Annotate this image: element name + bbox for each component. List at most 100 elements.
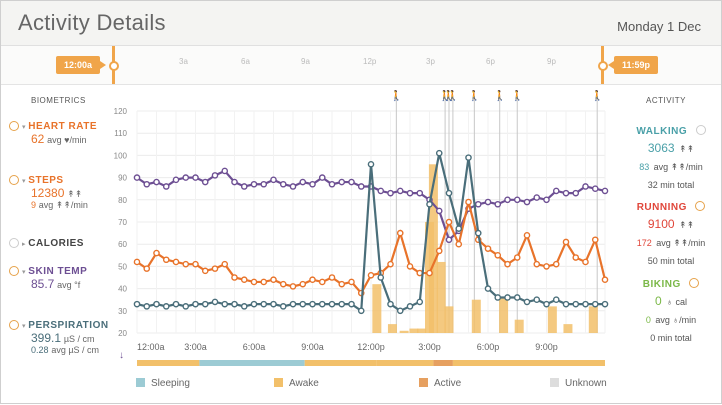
heart_rate-point — [396, 229, 404, 237]
perspiration-toggle-icon[interactable] — [9, 320, 19, 331]
steps-toggle-icon[interactable] — [9, 175, 19, 186]
skin_temp-point — [289, 183, 297, 190]
skin_temp-point — [221, 167, 229, 175]
expand-arrow-icon[interactable]: ▾ — [22, 178, 26, 185]
heart_rate-point — [153, 249, 160, 257]
steps-bar — [547, 306, 557, 333]
perspiration-point — [406, 303, 414, 310]
skin-temp-label: SKIN TEMP — [28, 266, 88, 277]
heart_rate-point — [240, 276, 248, 284]
y-tick-label: 100 — [114, 151, 128, 160]
running-value: 9100 — [647, 217, 675, 231]
range-end-dot[interactable] — [598, 61, 608, 71]
perspiration-point — [201, 300, 209, 308]
skin_temp-point — [543, 196, 550, 204]
skin_temp-point — [562, 189, 570, 197]
heart_rate-point — [328, 274, 336, 281]
walker-icon: 🚶 — [511, 89, 523, 102]
perspiration-point — [582, 300, 589, 308]
walking-toggle-icon[interactable] — [695, 124, 706, 135]
x-tick-label: 9:00a — [301, 342, 324, 352]
expand-arrow-icon[interactable]: ▾ — [22, 124, 26, 131]
skin_temp-point — [523, 198, 531, 206]
running-label: RUNNING — [636, 202, 687, 213]
perspiration-point — [221, 300, 229, 308]
biking-toggle-icon[interactable] — [689, 277, 700, 288]
range-start-handle[interactable]: 12:00a — [56, 56, 107, 74]
steps-metric[interactable]: ▾ STEPS 12380 ↟↟ 9 avg ↟↟/min — [9, 175, 88, 211]
expand-arrow-icon[interactable]: ▸ — [22, 241, 26, 248]
x-tick-label: 12:00a — [137, 342, 165, 352]
perspiration-point — [162, 303, 170, 310]
running-toggle-icon[interactable] — [695, 200, 706, 211]
perspiration-metric[interactable]: ▾ PERSPIRATION 399.1 µS / cm 0.28 avg µS… — [9, 320, 109, 356]
skin_temp-point — [348, 178, 355, 186]
heart_rate-point — [562, 238, 570, 246]
steps-bar — [436, 261, 446, 333]
heart_rate-point — [133, 258, 141, 266]
perspiration-label: PERSPIRATION — [28, 320, 109, 331]
legend-label: Awake — [289, 378, 319, 389]
hour-label: 6a — [241, 57, 250, 66]
heart-rate-metric[interactable]: ▾ HEART RATE 62 avg ♥/min — [9, 121, 97, 146]
heart_rate-point — [582, 258, 589, 266]
perspiration-unit: µS / cm — [63, 334, 95, 344]
walking-value-unit: ↟↟ — [679, 144, 695, 154]
walker-icon: 🚶 — [447, 89, 459, 102]
heart_rate-point — [387, 260, 394, 268]
calories-toggle-icon[interactable] — [9, 238, 19, 249]
skin_temp-point — [357, 183, 365, 190]
skin-temp-metric[interactable]: ▾ SKIN TEMP 85.7 avg °f — [9, 266, 87, 291]
heart-rate-toggle-icon[interactable] — [9, 121, 19, 132]
running-value-unit: ↟↟ — [679, 220, 695, 230]
steps-avg-unit: avg ↟↟/min — [38, 200, 88, 210]
skin_temp-point — [513, 196, 521, 204]
perspiration-point — [338, 300, 346, 308]
calories-metric[interactable]: ▸ CALORIES — [9, 238, 84, 249]
perspiration-point — [260, 300, 268, 308]
hour-label: 9a — [301, 57, 310, 66]
legend-unknown: Unknown — [550, 378, 607, 389]
skin_temp-point — [299, 178, 307, 186]
running-activity[interactable]: RUNNING 9100 ↟↟ 172 avg ↟↟/min 50 min to… — [625, 197, 717, 269]
skin_temp-point — [387, 189, 394, 197]
skin_temp-point — [572, 189, 580, 197]
perspiration-point — [192, 300, 199, 308]
x-tick-label: 6:00p — [477, 342, 500, 352]
biking-value: 0 — [655, 294, 662, 308]
perspiration-point — [484, 285, 492, 292]
walking-activity[interactable]: WALKING 3063 ↟↟ 83 avg ↟↟/min 32 min tot… — [625, 121, 717, 193]
range-start-dot[interactable] — [109, 61, 119, 71]
skin_temp-point — [474, 200, 482, 208]
heart_rate-point — [309, 276, 316, 284]
page-title: Activity Details — [18, 10, 166, 35]
legend-label: Active — [434, 378, 462, 389]
skin-temp-toggle-icon[interactable] — [9, 266, 19, 277]
x-tick-label: 6:00a — [243, 342, 266, 352]
steps-bar — [563, 324, 573, 333]
sleep-state-segment — [452, 360, 605, 366]
skin_temp-point — [338, 178, 346, 186]
steps-label: STEPS — [28, 175, 64, 186]
perspiration-avg-unit: avg µS / cm — [51, 345, 100, 355]
heart_rate-point — [338, 280, 346, 288]
skin_temp-point — [133, 174, 141, 181]
perspiration-point — [543, 300, 550, 308]
range-end-handle[interactable]: 11:59p — [607, 56, 659, 74]
expand-arrow-icon[interactable]: ▾ — [22, 323, 26, 330]
heart_rate-point — [552, 260, 560, 268]
walking-value: 3063 — [647, 141, 675, 155]
walker-icon: 🚶 — [443, 89, 455, 102]
skin_temp-point — [250, 180, 258, 188]
perspiration-point — [299, 300, 307, 308]
timeline-range-selector[interactable]: 12:00a 11:59p 3a 6a 9a 12p 3p 6p 9p — [1, 46, 721, 85]
biking-activity[interactable]: BIKING 0 ♁ cal 0 avg ♁/min 0 min total — [625, 274, 717, 346]
expand-arrow-icon[interactable]: ▾ — [22, 269, 26, 276]
heart_rate-point — [533, 260, 541, 268]
sleep-state-segment — [199, 360, 305, 366]
skin-temp-value: 85.7 — [31, 277, 55, 291]
heart_rate-point — [270, 276, 277, 284]
heart-rate-value: 62 — [31, 132, 45, 146]
